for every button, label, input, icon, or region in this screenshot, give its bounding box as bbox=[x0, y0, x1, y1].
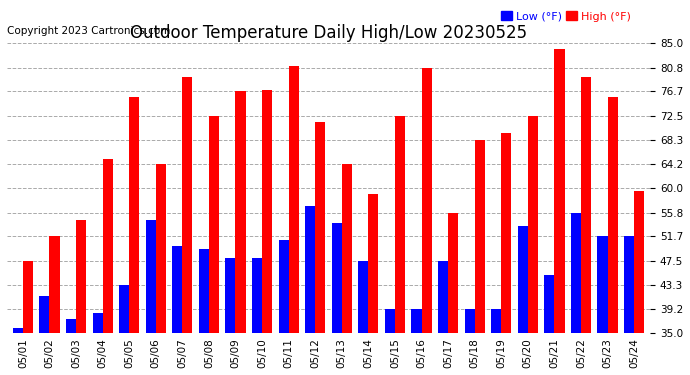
Bar bbox=[581, 77, 591, 333]
Bar bbox=[252, 258, 262, 333]
Bar bbox=[491, 309, 501, 333]
Bar bbox=[411, 309, 422, 333]
Bar bbox=[288, 66, 299, 333]
Bar bbox=[156, 164, 166, 333]
Bar bbox=[129, 97, 139, 333]
Bar bbox=[13, 327, 23, 333]
Bar bbox=[395, 116, 405, 333]
Bar bbox=[172, 246, 182, 333]
Bar bbox=[235, 92, 246, 333]
Bar bbox=[518, 226, 528, 333]
Bar bbox=[92, 313, 103, 333]
Bar bbox=[262, 90, 272, 333]
Bar bbox=[624, 237, 634, 333]
Bar bbox=[528, 116, 538, 333]
Bar bbox=[199, 249, 209, 333]
Bar bbox=[422, 68, 432, 333]
Bar bbox=[39, 296, 50, 333]
Bar bbox=[315, 122, 325, 333]
Text: Copyright 2023 Cartronics.com: Copyright 2023 Cartronics.com bbox=[7, 26, 170, 36]
Bar bbox=[332, 223, 342, 333]
Bar bbox=[66, 319, 76, 333]
Bar bbox=[305, 206, 315, 333]
Bar bbox=[182, 77, 193, 333]
Bar bbox=[448, 213, 458, 333]
Bar bbox=[342, 164, 352, 333]
Bar bbox=[103, 159, 112, 333]
Bar bbox=[358, 261, 368, 333]
Bar bbox=[385, 309, 395, 333]
Bar bbox=[475, 140, 485, 333]
Bar bbox=[634, 191, 644, 333]
Legend: Low (°F), High (°F): Low (°F), High (°F) bbox=[497, 7, 635, 26]
Bar bbox=[146, 220, 156, 333]
Bar bbox=[226, 258, 235, 333]
Bar bbox=[608, 97, 618, 333]
Bar bbox=[571, 213, 581, 333]
Bar bbox=[23, 261, 33, 333]
Bar bbox=[50, 237, 59, 333]
Bar bbox=[209, 116, 219, 333]
Bar bbox=[368, 194, 379, 333]
Bar bbox=[554, 49, 564, 333]
Bar bbox=[501, 133, 511, 333]
Bar bbox=[76, 220, 86, 333]
Bar bbox=[119, 285, 129, 333]
Bar bbox=[279, 240, 288, 333]
Title: Outdoor Temperature Daily High/Low 20230525: Outdoor Temperature Daily High/Low 20230… bbox=[130, 24, 527, 42]
Bar bbox=[598, 237, 608, 333]
Bar bbox=[464, 309, 475, 333]
Bar bbox=[438, 261, 448, 333]
Bar bbox=[544, 275, 554, 333]
